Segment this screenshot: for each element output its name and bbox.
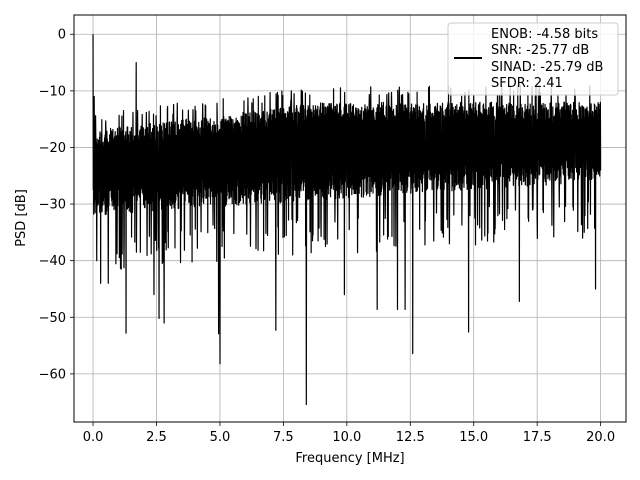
x-tick-label: 7.5 — [273, 430, 294, 445]
x-tick-label: 5.0 — [210, 430, 231, 445]
legend-enob: ENOB: -4.58 bits — [491, 27, 598, 42]
psd-line — [92, 34, 602, 406]
series-psd — [92, 34, 602, 406]
y-tick-label: −50 — [39, 311, 66, 326]
x-tick-label: 2.5 — [146, 430, 167, 445]
y-tick-label: −40 — [39, 254, 66, 269]
x-tick-label: 20.0 — [586, 430, 615, 445]
y-axis-ticks: 0 −10 −20 −30 −40 −50 −60 — [39, 28, 74, 382]
x-tick-label: 17.5 — [523, 430, 552, 445]
x-axis-ticks: 0.0 2.5 5.0 7.5 10.0 12.5 15.0 17.5 20.0 — [83, 422, 615, 445]
x-tick-label: 15.0 — [459, 430, 488, 445]
x-tick-label: 12.5 — [396, 430, 425, 445]
legend: ENOB: -4.58 bits SNR: -25.77 dB SINAD: -… — [447, 22, 619, 96]
y-axis-label: PSD [dB] — [14, 189, 29, 247]
x-axis-label: Frequency [MHz] — [295, 451, 404, 466]
y-tick-label: 0 — [58, 28, 66, 43]
y-tick-label: −60 — [39, 367, 66, 382]
x-tick-label: 10.0 — [332, 430, 361, 445]
x-tick-label: 0.0 — [83, 430, 104, 445]
plot-frame — [73, 14, 627, 423]
legend-sinad: SINAD: -25.79 dB — [491, 60, 603, 75]
legend-box — [447, 22, 619, 96]
legend-snr: SNR: -25.77 dB — [491, 43, 589, 58]
y-tick-label: −10 — [39, 84, 66, 99]
y-tick-label: −30 — [39, 198, 66, 213]
legend-sfdr: SFDR: 2.41 — [491, 76, 563, 91]
y-tick-label: −20 — [39, 141, 66, 156]
